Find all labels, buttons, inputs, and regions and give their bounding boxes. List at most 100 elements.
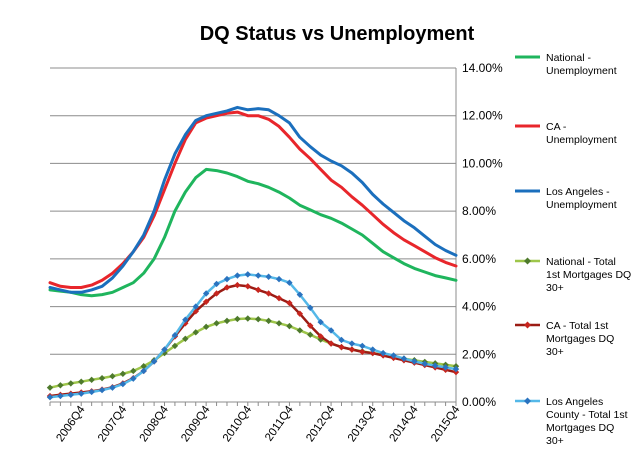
data-point bbox=[431, 362, 439, 369]
legend-label: CA - bbox=[546, 121, 567, 133]
data-point bbox=[57, 392, 64, 400]
legend-label: Unemployment bbox=[546, 134, 617, 146]
data-point bbox=[286, 322, 293, 330]
data-point bbox=[223, 275, 231, 283]
y-tick-label: 0.00% bbox=[462, 395, 496, 409]
legend-item-0: National -Unemployment bbox=[515, 52, 617, 77]
legend-marker bbox=[524, 257, 531, 265]
series-line-0 bbox=[48, 167, 458, 298]
series-1 bbox=[48, 110, 458, 289]
legend-label: 30+ bbox=[546, 346, 564, 358]
data-point bbox=[109, 373, 116, 380]
x-tick-label: 2014Q4 bbox=[388, 403, 422, 444]
series-line-2 bbox=[48, 105, 458, 294]
legend-label: Unemployment bbox=[546, 199, 617, 211]
data-point bbox=[213, 280, 220, 288]
data-point bbox=[327, 327, 335, 334]
data-point bbox=[119, 380, 127, 388]
y-tick-label: 6.00% bbox=[462, 252, 496, 266]
data-point bbox=[400, 355, 408, 362]
data-point bbox=[296, 310, 304, 317]
y-tick-label: 8.00% bbox=[462, 204, 496, 218]
legend-label: Mortgages DQ bbox=[546, 422, 614, 434]
grid-layer bbox=[50, 67, 456, 403]
data-point bbox=[338, 343, 345, 351]
data-point bbox=[202, 323, 210, 331]
legend-item-1: CA -Unemployment bbox=[515, 121, 617, 146]
data-point bbox=[67, 380, 75, 387]
data-point bbox=[411, 358, 418, 365]
x-tick-label: 2006Q4 bbox=[54, 403, 88, 444]
legend-label: Los Angeles - bbox=[546, 186, 610, 198]
series-line-5 bbox=[48, 273, 458, 399]
legend-item-2: Los Angeles -Unemployment bbox=[515, 186, 617, 211]
data-point bbox=[317, 333, 324, 340]
y-tick-label: 2.00% bbox=[462, 347, 496, 361]
legend-marker bbox=[524, 397, 531, 405]
data-point bbox=[265, 317, 272, 325]
data-point bbox=[213, 320, 220, 327]
x-tick-label: 2011Q4 bbox=[263, 403, 296, 443]
data-point bbox=[369, 349, 376, 357]
series-3 bbox=[46, 315, 460, 391]
data-point bbox=[161, 349, 168, 357]
x-tick-label: 2012Q4 bbox=[304, 403, 338, 444]
data-point bbox=[348, 346, 356, 353]
data-point bbox=[150, 358, 158, 365]
data-point bbox=[369, 346, 376, 353]
series-line-1 bbox=[48, 110, 458, 289]
data-point bbox=[46, 384, 54, 391]
series-4 bbox=[46, 281, 460, 400]
data-point bbox=[275, 275, 283, 283]
data-point bbox=[140, 367, 147, 375]
data-point bbox=[140, 363, 147, 370]
data-point bbox=[192, 308, 199, 315]
legend-label: 1st Mortgages DQ bbox=[546, 269, 631, 281]
series-0 bbox=[48, 167, 458, 298]
data-point bbox=[275, 320, 283, 327]
data-point bbox=[265, 290, 272, 297]
data-point bbox=[286, 279, 293, 286]
data-point bbox=[46, 394, 54, 401]
legend-label: National - bbox=[546, 52, 591, 64]
data-point bbox=[348, 340, 356, 347]
data-point bbox=[223, 284, 231, 291]
x-tick-label: 2009Q4 bbox=[179, 403, 213, 444]
legend-label: 30+ bbox=[546, 282, 564, 294]
x-tick-label: 2008Q4 bbox=[138, 403, 172, 444]
data-point bbox=[255, 316, 262, 323]
y-tick-label: 10.00% bbox=[462, 156, 503, 170]
data-point bbox=[317, 318, 324, 326]
data-point bbox=[57, 382, 64, 389]
data-point bbox=[234, 315, 241, 323]
legend-label: Mortgages DQ bbox=[546, 333, 614, 345]
legend-label: National - Total bbox=[546, 256, 616, 268]
legend-label: CA - Total 1st bbox=[546, 320, 608, 332]
data-point bbox=[130, 367, 137, 375]
data-point bbox=[421, 360, 428, 368]
y-tick-label: 4.00% bbox=[462, 300, 496, 314]
legend-marker bbox=[524, 321, 531, 329]
data-point bbox=[296, 327, 304, 334]
data-point bbox=[286, 299, 293, 307]
data-point bbox=[234, 281, 241, 289]
data-point bbox=[255, 286, 262, 294]
data-point bbox=[78, 378, 85, 385]
data-point bbox=[244, 283, 251, 290]
legend-label: Los Angeles bbox=[546, 396, 603, 408]
data-point bbox=[275, 295, 283, 302]
data-point bbox=[390, 352, 397, 359]
legend-label: 30+ bbox=[546, 435, 564, 447]
data-point bbox=[182, 335, 189, 342]
data-point bbox=[202, 298, 210, 305]
data-point bbox=[359, 348, 366, 356]
data-point bbox=[379, 349, 387, 357]
data-point bbox=[307, 322, 314, 329]
data-point bbox=[296, 291, 304, 298]
x-tick-label: 2013Q4 bbox=[346, 403, 380, 444]
x-tick-label: 2015Q4 bbox=[429, 403, 463, 444]
data-point bbox=[192, 303, 199, 310]
